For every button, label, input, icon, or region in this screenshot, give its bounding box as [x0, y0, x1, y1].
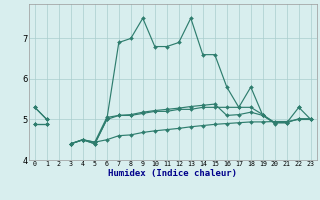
X-axis label: Humidex (Indice chaleur): Humidex (Indice chaleur)	[108, 169, 237, 178]
